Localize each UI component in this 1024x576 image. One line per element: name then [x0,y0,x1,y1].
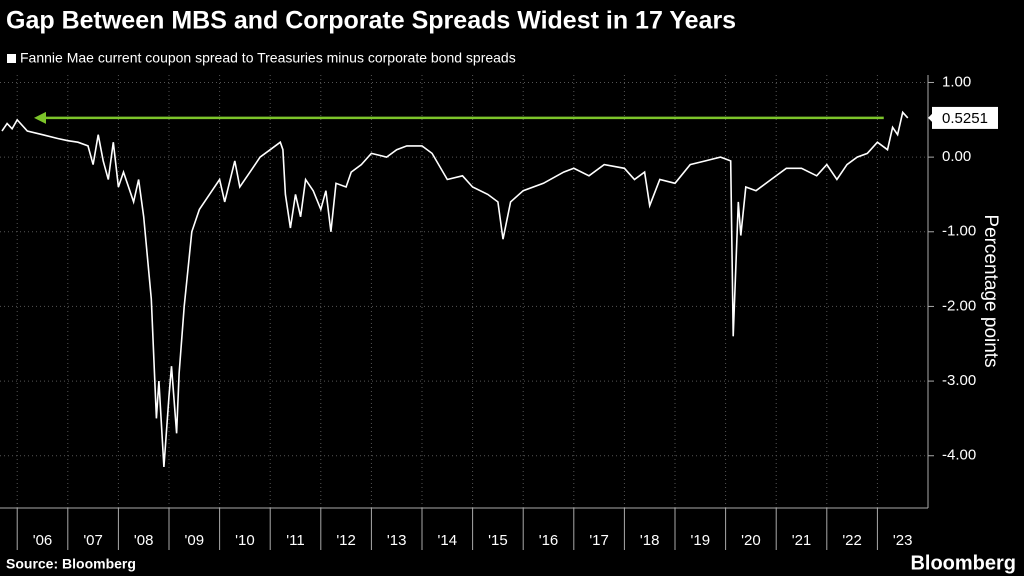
value-tag-pointer [928,112,933,123]
x-tick-label: '21 [792,532,812,549]
x-tick-label: '13 [387,532,407,549]
legend-swatch [7,54,16,63]
x-tick-label: '17 [589,532,609,549]
x-tick-label: '15 [488,532,508,549]
y-tick-label: 1.00 [942,73,971,90]
brand: Bloomberg [910,552,1016,574]
y-axis-label: Percentage points [980,214,1001,367]
legend-label: Fannie Mae current coupon spread to Trea… [20,50,516,66]
x-tick-label: '11 [286,532,304,549]
value-tag [932,106,998,129]
x-tick-label: '19 [691,532,711,549]
x-tick-label: '18 [640,532,660,549]
y-tick-label: -1.00 [942,223,976,240]
x-tick-label: '09 [185,532,205,549]
chart-title: Gap Between MBS and Corporate Spreads Wi… [6,7,736,35]
x-tick-label: '07 [83,532,103,549]
x-tick-label: '10 [235,532,255,549]
x-tick-label: '22 [842,532,862,549]
x-tick-label: '16 [539,532,559,549]
arrow-head [34,111,46,124]
x-tick-label: '12 [336,532,356,549]
x-tick-label: '23 [893,532,913,549]
x-tick-label: '06 [33,532,53,549]
x-tick-label: '20 [741,532,761,549]
x-tick-label: '14 [438,532,458,549]
y-tick-label: -3.00 [942,372,976,389]
source: Source: Bloomberg [6,556,136,572]
line-series [1,110,909,467]
y-tick-label: 0.00 [942,148,971,165]
y-tick-label: -4.00 [942,447,976,464]
y-tick-label: -2.00 [942,297,976,314]
last-value-label: 0.5251 [942,110,988,127]
x-tick-label: '08 [134,532,154,549]
